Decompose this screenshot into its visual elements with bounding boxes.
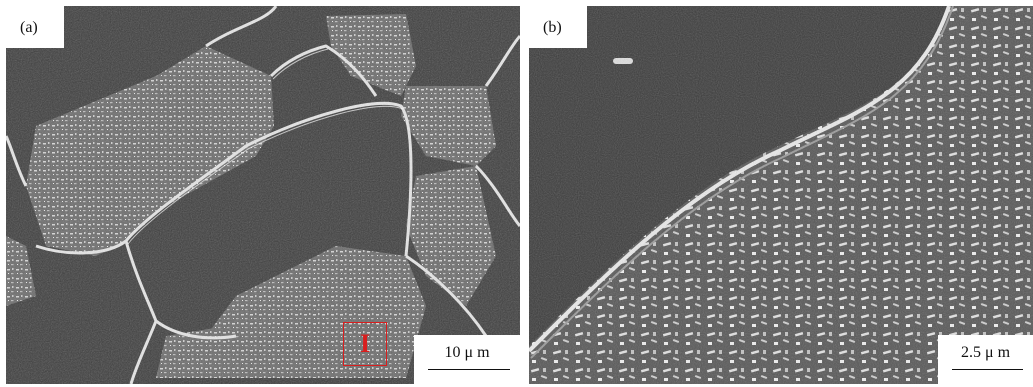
scale-bar-box-a: 10 μ m bbox=[414, 335, 520, 384]
roi-label: I bbox=[359, 329, 371, 358]
scale-bar-line-b bbox=[952, 369, 1023, 370]
sem-panel-b: (b) 2.5 μ m bbox=[529, 6, 1033, 384]
region-of-interest-box: I bbox=[343, 322, 387, 366]
panel-label-a: (a) bbox=[6, 6, 64, 48]
sem-panel-a: (a) I 10 μ m bbox=[6, 6, 520, 384]
panel-label-b: (b) bbox=[529, 6, 587, 48]
scale-bar-label-a: 10 μ m bbox=[444, 344, 490, 361]
sem-micrograph-a bbox=[6, 6, 520, 384]
scale-bar-line-a bbox=[428, 369, 510, 370]
scale-bar-label-b: 2.5 μ m bbox=[960, 344, 1011, 361]
scale-bar-box-b: 2.5 μ m bbox=[938, 335, 1033, 384]
sem-micrograph-b bbox=[529, 6, 1033, 384]
